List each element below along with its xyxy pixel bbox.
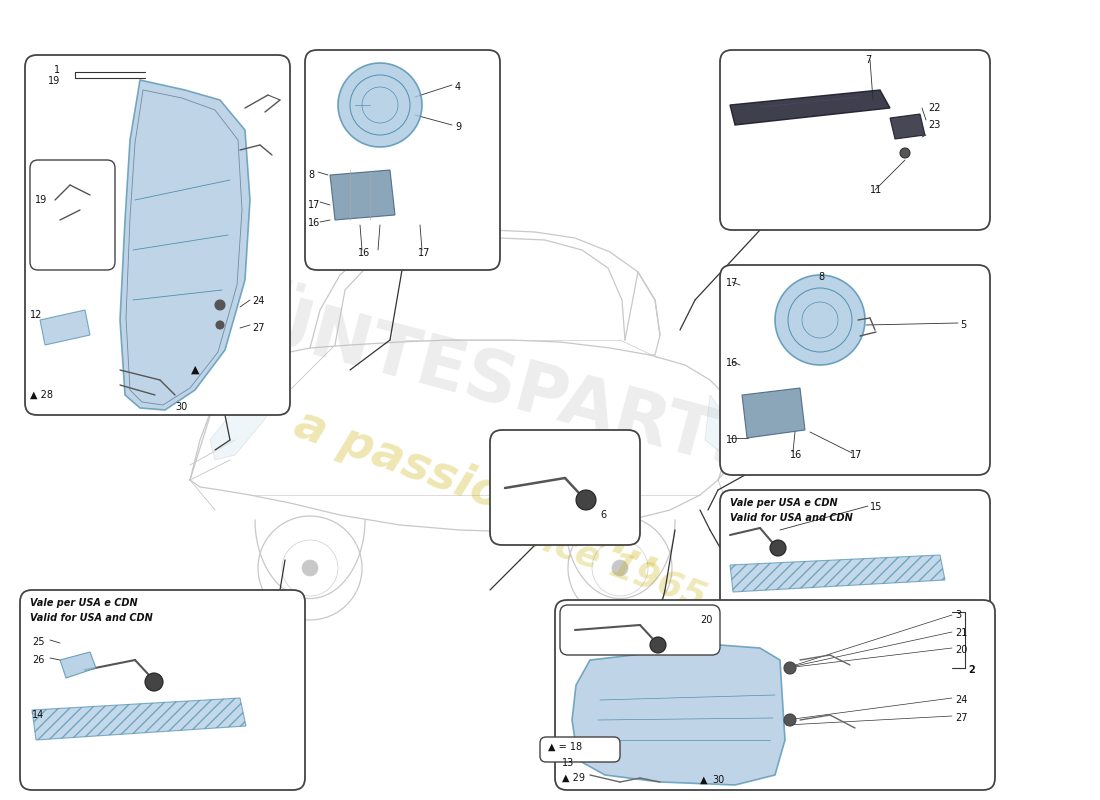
Text: 20: 20 <box>955 645 967 655</box>
Text: 19: 19 <box>35 195 47 205</box>
Text: 30: 30 <box>175 402 187 412</box>
Text: 27: 27 <box>955 713 968 723</box>
Circle shape <box>770 540 786 556</box>
Text: 16: 16 <box>358 248 371 258</box>
Text: 22: 22 <box>928 103 940 113</box>
Text: 12: 12 <box>30 310 43 320</box>
Text: Valid for USA and CDN: Valid for USA and CDN <box>30 613 153 623</box>
FancyBboxPatch shape <box>720 265 990 475</box>
Text: 5: 5 <box>960 320 966 330</box>
Text: 3: 3 <box>955 610 961 620</box>
Polygon shape <box>705 395 735 460</box>
FancyBboxPatch shape <box>305 50 500 270</box>
Text: 2: 2 <box>968 665 975 675</box>
Circle shape <box>338 63 422 147</box>
Text: 27: 27 <box>252 323 264 333</box>
FancyBboxPatch shape <box>540 737 620 762</box>
Circle shape <box>302 560 318 576</box>
Text: ▲: ▲ <box>700 775 707 785</box>
Polygon shape <box>730 90 890 125</box>
Text: 25: 25 <box>32 637 44 647</box>
Text: 16: 16 <box>790 450 802 460</box>
Text: 17: 17 <box>850 450 862 460</box>
Text: 16: 16 <box>726 358 738 368</box>
Text: 11: 11 <box>870 185 882 195</box>
FancyBboxPatch shape <box>720 490 990 635</box>
FancyBboxPatch shape <box>720 50 990 230</box>
FancyBboxPatch shape <box>20 590 305 790</box>
Text: GÜNTESPARTS: GÜNTESPARTS <box>188 271 771 489</box>
Text: Vale per USA e CDN: Vale per USA e CDN <box>730 498 837 508</box>
FancyBboxPatch shape <box>25 55 290 415</box>
Text: ▲ 29: ▲ 29 <box>562 773 585 783</box>
Polygon shape <box>120 80 250 410</box>
Text: 23: 23 <box>928 120 940 130</box>
Polygon shape <box>742 388 805 438</box>
Text: 19: 19 <box>47 76 60 86</box>
Text: Since 1965: Since 1965 <box>490 506 711 614</box>
Text: 17: 17 <box>726 278 738 288</box>
Text: 1: 1 <box>54 65 60 75</box>
Text: 6: 6 <box>600 510 606 520</box>
FancyBboxPatch shape <box>556 600 996 790</box>
Circle shape <box>145 673 163 691</box>
Text: ▲ = 18: ▲ = 18 <box>548 742 582 752</box>
Text: 8: 8 <box>308 170 315 180</box>
Text: 13: 13 <box>562 758 574 768</box>
Circle shape <box>900 148 910 158</box>
Text: 9: 9 <box>455 122 461 132</box>
Polygon shape <box>60 652 96 678</box>
Polygon shape <box>572 645 785 785</box>
Text: 24: 24 <box>252 296 264 306</box>
Text: 4: 4 <box>455 82 461 92</box>
Polygon shape <box>330 170 395 220</box>
Circle shape <box>776 275 865 365</box>
Text: 24: 24 <box>955 695 967 705</box>
Text: 21: 21 <box>955 628 967 638</box>
Polygon shape <box>730 555 945 592</box>
Circle shape <box>216 321 224 329</box>
Polygon shape <box>32 698 246 740</box>
Text: 7: 7 <box>865 55 871 65</box>
FancyBboxPatch shape <box>30 160 116 270</box>
FancyBboxPatch shape <box>560 605 720 655</box>
Text: 26: 26 <box>32 655 44 665</box>
Text: 20: 20 <box>700 615 713 625</box>
Circle shape <box>612 560 628 576</box>
Text: ▲: ▲ <box>190 365 199 375</box>
Text: 8: 8 <box>818 272 824 282</box>
Text: ▲ 28: ▲ 28 <box>30 390 53 400</box>
Text: Vale per USA e CDN: Vale per USA e CDN <box>30 598 138 608</box>
Circle shape <box>784 714 796 726</box>
Circle shape <box>576 490 596 510</box>
Circle shape <box>784 662 796 674</box>
Polygon shape <box>40 310 90 345</box>
FancyBboxPatch shape <box>490 430 640 545</box>
Text: 16: 16 <box>308 218 320 228</box>
Text: 10: 10 <box>726 435 738 445</box>
Circle shape <box>214 300 225 310</box>
Text: 17: 17 <box>308 200 320 210</box>
Text: a passion for...: a passion for... <box>288 402 672 578</box>
Text: 30: 30 <box>712 775 724 785</box>
Text: 14: 14 <box>32 710 44 720</box>
Polygon shape <box>210 390 275 460</box>
Text: 17: 17 <box>418 248 430 258</box>
Text: 15: 15 <box>870 502 882 512</box>
Polygon shape <box>890 114 925 139</box>
Text: Valid for USA and CDN: Valid for USA and CDN <box>730 513 853 523</box>
Circle shape <box>650 637 666 653</box>
